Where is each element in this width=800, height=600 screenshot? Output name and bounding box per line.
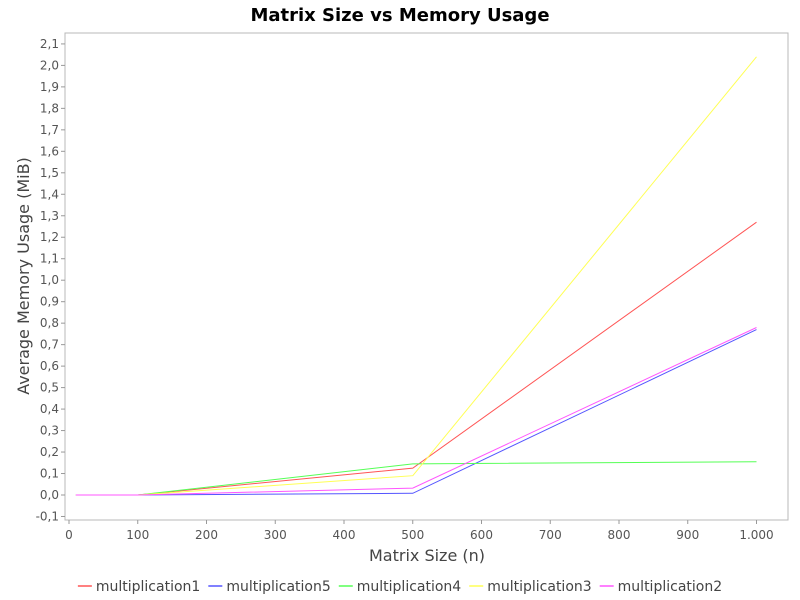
x-tick-label: 400 [333, 528, 356, 542]
y-tick-label: 0,5 [40, 381, 59, 395]
y-tick-label: 1,2 [40, 230, 59, 244]
plot-area [64, 32, 789, 521]
y-tick-label: 0,9 [40, 295, 59, 309]
y-tick-label: 1,6 [40, 144, 59, 158]
y-tick-label: 0,3 [40, 424, 59, 438]
chart-title: Matrix Size vs Memory Usage [250, 5, 549, 26]
legend-label-multiplication4: multiplication4 [357, 579, 462, 595]
y-axis-label: Average Memory Usage (MiB) [14, 157, 33, 395]
y-tick-label: 1,3 [40, 209, 59, 223]
y-tick-label: 1,4 [40, 187, 59, 201]
series-lines [75, 56, 757, 496]
legend-label-multiplication3: multiplication3 [487, 579, 591, 595]
x-tick-label: 600 [470, 528, 493, 542]
x-tick-label: 0 [65, 528, 73, 542]
y-tick-label: 1,8 [40, 101, 59, 115]
y-tick-label: 0,0 [40, 488, 59, 502]
x-tick-label: 500 [401, 528, 424, 542]
legend-label-multiplication2: multiplication2 [618, 579, 722, 595]
y-tick-label: 0,2 [40, 445, 59, 459]
y-tick-label: 1,7 [40, 123, 59, 137]
y-tick-label: -0,1 [36, 509, 59, 523]
y-tick-label: 0,6 [40, 359, 59, 373]
y-tick-label: 1,9 [40, 80, 59, 94]
x-tick-label: 800 [608, 528, 631, 542]
y-tick-label: 0,7 [40, 338, 59, 352]
chart-legend: multiplication1 multiplication5 multiplica… [77, 579, 722, 595]
y-tick-label: 0,1 [40, 467, 59, 481]
y-tick-label: 1,0 [40, 273, 59, 287]
series-line-multiplication2 [75, 327, 757, 496]
x-tick-label: 200 [195, 528, 218, 542]
legend-label-multiplication5: multiplication5 [226, 579, 330, 595]
x-axis-label: Matrix Size (n) [369, 546, 485, 565]
legend-label-multiplication1: multiplication1 [96, 579, 200, 595]
x-axis-ticks: 0 100 200 300 400 500 600 700 800 900 1.000 [65, 520, 774, 542]
x-tick-label: 700 [539, 528, 562, 542]
x-tick-label: 100 [126, 528, 149, 542]
y-tick-label: 1,5 [40, 166, 59, 180]
y-tick-label: 2,1 [40, 37, 59, 51]
y-tick-label: 0,8 [40, 316, 59, 330]
y-tick-label: 2,0 [40, 58, 59, 72]
y-tick-label: 1,1 [40, 252, 59, 266]
y-axis-ticks: -0,1 0,0 0,1 0,2 0,3 0,4 0,5 0,6 0,7 0,8 0,9 1,0 1,1… [36, 37, 65, 523]
x-tick-label: 1.000 [739, 528, 773, 542]
x-tick-label: 300 [264, 528, 287, 542]
x-tick-label: 900 [676, 528, 699, 542]
y-tick-label: 0,4 [40, 402, 59, 416]
